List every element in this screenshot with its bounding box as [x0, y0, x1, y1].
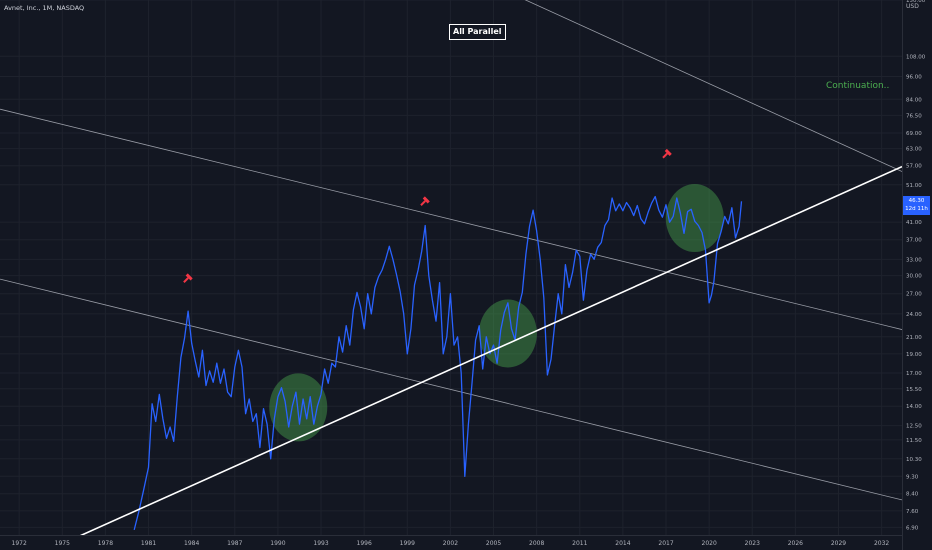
time-axis[interactable]: 1972 1975 1978 1981 1984 1987 1990 1993 1996 1999…: [12, 540, 890, 547]
trendline[interactable]: [46, 165, 902, 550]
y-tick-label: 69.00: [906, 131, 922, 137]
y-tick-label: 76.50: [906, 113, 922, 119]
x-tick-label: 2020: [702, 540, 717, 547]
x-tick-label: 2005: [486, 540, 501, 547]
y-tick-label: 10.30: [906, 457, 922, 463]
support-trendline: [79, 165, 902, 535]
highlight-ellipse: [478, 299, 537, 368]
time-axis-divider: [0, 535, 902, 536]
x-tick-label: 1999: [400, 540, 415, 547]
price-line: [133, 195, 743, 531]
y-tick-label: 9.30: [906, 474, 919, 480]
y-tick-label: 8.40: [906, 492, 919, 498]
y-tick-label: 63.00: [906, 147, 922, 153]
y-tick-label: 33.00: [906, 257, 922, 263]
continuation-note[interactable]: Continuation..: [826, 81, 890, 91]
y-tick-label: 7.60: [906, 509, 919, 515]
channel-lines: [0, 0, 902, 501]
channel-line: [0, 108, 902, 330]
y-tick-label: 21.00: [906, 335, 922, 341]
last-price-value: 46.30: [908, 198, 925, 204]
channel-line: [524, 0, 902, 172]
hammer-handle: [662, 152, 668, 159]
y-tick-label: 12.50: [906, 424, 922, 430]
x-tick-label: 1987: [227, 540, 242, 547]
y-tick-label: 41.00: [906, 220, 922, 226]
y-tick-label: 108.00: [906, 54, 926, 60]
x-tick-label: 2011: [572, 540, 587, 547]
y-tick-label: 51.00: [906, 183, 922, 189]
currency-label[interactable]: USD: [906, 3, 919, 10]
price-axis-divider: [902, 0, 903, 550]
y-tick-label: 150.00: [906, 0, 926, 4]
hammer-icon: [183, 273, 193, 283]
price-axis[interactable]: 150.00 108.00 96.00 84.00 76.50 69.00 63.00 57.…: [906, 0, 926, 531]
x-tick-label: 1978: [98, 540, 113, 547]
y-tick-label: 96.00: [906, 74, 922, 80]
x-tick-label: 2023: [745, 540, 760, 547]
y-tick-label: 11.50: [906, 438, 922, 444]
chart-grid: [0, 0, 902, 535]
symbol-label[interactable]: Avnet, Inc., 1M, NASDAQ: [4, 4, 85, 12]
all-parallel-label[interactable]: All Parallel: [449, 24, 506, 40]
x-tick-label: 1984: [184, 540, 199, 547]
x-tick-label: 1993: [313, 540, 328, 547]
y-tick-label: 24.00: [906, 312, 922, 318]
y-tick-label: 15.50: [906, 387, 922, 393]
x-tick-label: 2014: [615, 540, 630, 547]
bar-countdown: 12d 11h: [905, 206, 928, 212]
hammer-head: [422, 196, 430, 204]
y-tick-label: 19.00: [906, 352, 922, 358]
x-tick-label: 2026: [788, 540, 803, 547]
hammer-head: [664, 148, 672, 156]
y-tick-label: 84.00: [906, 97, 922, 103]
x-tick-label: 1990: [270, 540, 285, 547]
highlight-ellipse: [665, 184, 724, 253]
last-price-tag: 46.30 12d 11h: [903, 196, 930, 215]
y-tick-label: 57.00: [906, 164, 922, 170]
signal-markers: [183, 148, 672, 283]
x-tick-label: 1996: [357, 540, 372, 547]
channel-line: [0, 278, 902, 501]
x-tick-label: 2008: [529, 540, 544, 547]
y-tick-label: 27.00: [906, 292, 922, 298]
x-tick-label: 1972: [12, 540, 27, 547]
hammer-icon: [420, 196, 430, 206]
x-tick-label: 2032: [874, 540, 889, 547]
y-tick-label: 37.00: [906, 238, 922, 244]
x-tick-label: 2002: [443, 540, 458, 547]
y-tick-label: 6.90: [906, 525, 919, 531]
hammer-head: [185, 273, 193, 281]
x-tick-label: 2029: [831, 540, 846, 547]
price-series: [133, 195, 743, 531]
hammer-handle: [420, 200, 426, 206]
y-tick-label: 17.00: [906, 371, 922, 377]
y-tick-label: 14.00: [906, 404, 922, 410]
hammer-icon: [662, 148, 672, 159]
x-tick-label: 1981: [141, 540, 156, 547]
x-tick-label: 1975: [55, 540, 70, 547]
hammer-handle: [183, 277, 189, 283]
x-tick-label: 2017: [658, 540, 673, 547]
y-tick-label: 30.00: [906, 274, 922, 280]
